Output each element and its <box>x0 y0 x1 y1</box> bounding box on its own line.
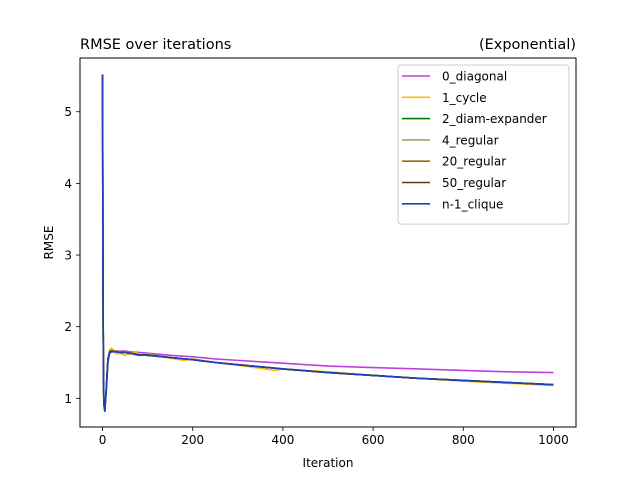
x-tick-label: 0 <box>99 433 107 447</box>
y-tick-label: 4 <box>64 177 72 191</box>
legend-label: 4_regular <box>442 133 499 147</box>
x-tick-label: 1000 <box>538 433 569 447</box>
legend-label: 20_regular <box>442 155 506 169</box>
legend: 0_diagonal 1_cycle 2_diam-expander 4_regula… <box>397 64 570 225</box>
legend-label: 0_diagonal <box>442 70 507 84</box>
axes-frame <box>79 57 577 428</box>
chart-subtitle: (Exponential) <box>479 37 576 53</box>
y-tick-label: 3 <box>64 249 72 263</box>
y-tick-label: 5 <box>64 105 72 119</box>
x-axis: 0 200 400 600 800 1000 <box>99 427 569 447</box>
legend-label: 2_diam-expander <box>442 112 547 126</box>
x-tick-label: 200 <box>181 433 204 447</box>
x-tick-label: 800 <box>452 433 475 447</box>
y-tick-label: 1 <box>64 392 72 406</box>
y-axis-label: RMSE <box>42 226 56 260</box>
legend-box <box>397 64 570 225</box>
x-tick-label: 600 <box>362 433 385 447</box>
legend-label: n-1_clique <box>442 197 503 211</box>
legend-label: 1_cycle <box>442 91 487 105</box>
y-tick-label: 2 <box>64 320 72 334</box>
series-line-n-1_clique <box>101 74 554 413</box>
y-axis: 1 2 3 4 5 <box>64 105 80 406</box>
x-axis-label: Iteration <box>303 456 354 470</box>
plot-area <box>101 74 554 413</box>
legend-label: 50_regular <box>442 176 506 190</box>
x-tick-label: 400 <box>271 433 294 447</box>
chart-title: RMSE over iterations <box>80 37 231 53</box>
